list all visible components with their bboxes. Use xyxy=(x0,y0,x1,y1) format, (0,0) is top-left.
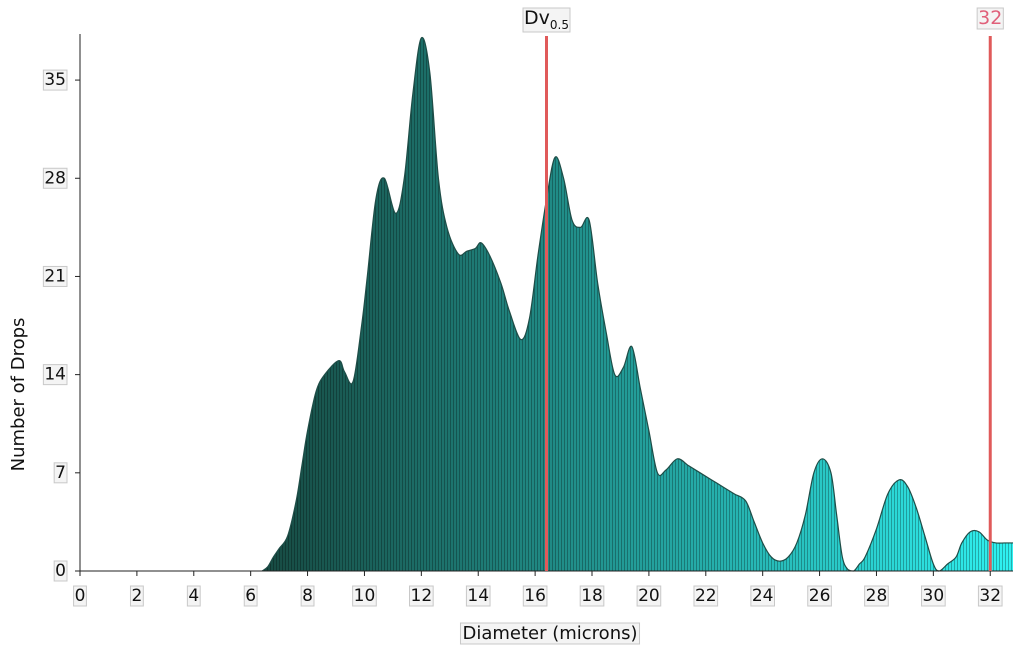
x-tick-label-group: 16 xyxy=(522,585,548,607)
x-tick-label-group: 24 xyxy=(750,585,776,607)
x-tick-label: 14 xyxy=(467,586,489,606)
marker-label-background xyxy=(522,7,571,33)
x-axis-title-background xyxy=(459,622,641,645)
x-tick-label-background xyxy=(409,585,434,607)
x-tick-label: 12 xyxy=(411,586,433,606)
x-tick-label-background xyxy=(352,585,377,607)
marker-label-background xyxy=(976,7,1004,30)
x-tick-label-group: 10 xyxy=(352,585,377,607)
x-tick-label-background xyxy=(977,585,1003,607)
x-tick-label-background xyxy=(693,585,719,607)
x-tick-label-group: 20 xyxy=(636,585,662,607)
x-tick-label-group: 26 xyxy=(807,585,832,607)
x-tick-label: 16 xyxy=(524,586,546,606)
x-tick-label: 2 xyxy=(131,586,142,606)
distribution-area-outline xyxy=(261,36,1013,572)
x-tick-label-background xyxy=(73,585,87,607)
y-tick-label: 28 xyxy=(44,168,66,188)
x-tick-label-group: 8 xyxy=(300,585,315,607)
marker-label-main: Dv xyxy=(524,7,550,29)
x-tick-label: 8 xyxy=(302,586,313,606)
x-tick-label-background xyxy=(921,585,946,607)
marker-label-subscript: 0.5 xyxy=(550,18,569,32)
y-tick-label-group: 0 xyxy=(53,560,68,582)
x-tick-label: 10 xyxy=(354,586,376,606)
x-axis-title: Diameter (microns) xyxy=(462,623,637,644)
x-tick-label-background xyxy=(465,585,491,607)
y-axis-title: Number of Drops xyxy=(8,318,29,472)
y-tick-label-group: 28 xyxy=(42,167,68,189)
x-axis-ticks: 0 2 4 6 8 10 12 14 16 18 20 22 24 26 28 30 32 xyxy=(73,571,1003,607)
x-tick-label-group: 12 xyxy=(409,585,434,607)
y-tick-label-background xyxy=(42,364,68,386)
x-tick-label-background xyxy=(522,585,548,607)
y-tick-label-background xyxy=(42,265,68,287)
x-tick-label: 20 xyxy=(638,586,660,606)
x-tick-label: 18 xyxy=(581,586,603,606)
x-tick-label-background xyxy=(243,585,258,607)
x-tick-label-background xyxy=(807,585,832,607)
y-tick-label-background xyxy=(53,560,68,582)
x-tick-label: 6 xyxy=(245,586,256,606)
distribution-area-hatch xyxy=(262,37,1013,572)
y-tick-label-group: 14 xyxy=(42,364,68,386)
x-tick-label-group: 32 xyxy=(977,585,1003,607)
marker-label: Dv0.5 xyxy=(524,7,569,32)
y-tick-label: 0 xyxy=(55,561,66,581)
x-tick-label-group: 6 xyxy=(243,585,258,607)
marker-label-group: 32 xyxy=(976,7,1004,30)
y-tick-label: 21 xyxy=(44,266,66,286)
y-tick-label-background xyxy=(42,69,68,91)
x-tick-label: 22 xyxy=(695,586,717,606)
marker-label: 32 xyxy=(978,7,1002,29)
y-tick-label: 14 xyxy=(44,365,66,385)
x-tick-label: 32 xyxy=(979,586,1001,606)
x-tick-label: 24 xyxy=(752,586,774,606)
x-tick-label-group: 28 xyxy=(864,585,889,607)
y-axis-ticks: 0 7 14 21 28 35 xyxy=(42,69,80,582)
x-tick-label-group: 4 xyxy=(186,585,201,607)
x-tick-label-background xyxy=(636,585,662,607)
x-tick-label-group: 0 xyxy=(73,585,87,607)
x-tick-label-group: 22 xyxy=(693,585,719,607)
marker-label-main: 32 xyxy=(978,7,1002,29)
x-tick-label-group: 2 xyxy=(129,585,144,607)
x-tick-label: 30 xyxy=(923,586,945,606)
x-tick-label: 4 xyxy=(188,586,199,606)
y-axis-title-group: Number of Drops xyxy=(8,318,29,472)
marker-lines: Dv0.5 32 xyxy=(522,7,1004,571)
x-tick-label: 0 xyxy=(75,586,86,606)
y-tick-label: 7 xyxy=(55,463,66,483)
y-tick-label-background xyxy=(42,167,68,189)
x-tick-label: 26 xyxy=(809,586,831,606)
x-tick-label-background xyxy=(579,585,605,607)
y-tick-label-group: 35 xyxy=(42,69,68,91)
y-tick-label-background xyxy=(53,462,68,484)
y-tick-label-group: 21 xyxy=(42,265,68,287)
distribution-area xyxy=(261,36,1013,572)
x-tick-label-background xyxy=(864,585,889,607)
x-tick-label: 28 xyxy=(866,586,888,606)
x-tick-label-group: 18 xyxy=(579,585,605,607)
marker-label-group: Dv0.5 xyxy=(522,7,571,33)
x-tick-label-background xyxy=(186,585,201,607)
x-tick-label-background xyxy=(750,585,776,607)
x-axis-title-group: Diameter (microns) xyxy=(459,622,641,645)
y-tick-label: 35 xyxy=(44,70,66,90)
x-tick-label-group: 14 xyxy=(465,585,491,607)
y-tick-label-group: 7 xyxy=(53,462,68,484)
x-tick-label-background xyxy=(129,585,144,607)
x-tick-label-group: 30 xyxy=(921,585,946,607)
x-tick-label-background xyxy=(300,585,315,607)
